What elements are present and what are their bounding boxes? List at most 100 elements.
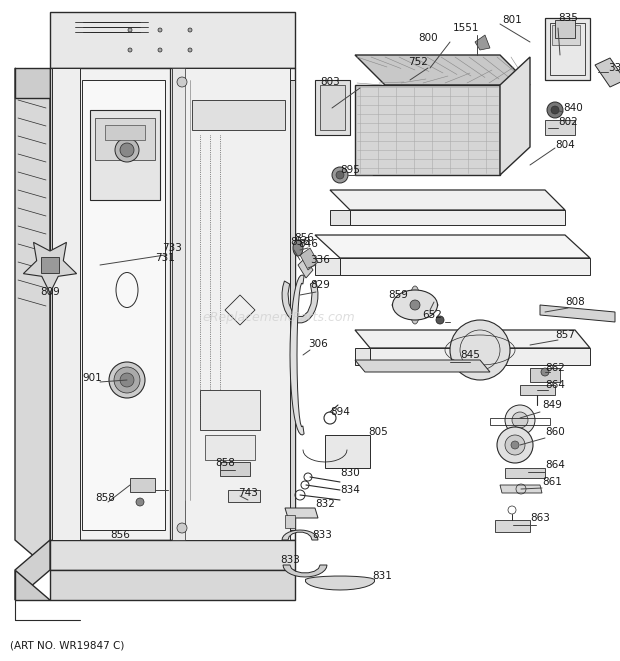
Text: 859: 859 (388, 290, 408, 300)
Circle shape (511, 441, 519, 449)
Polygon shape (545, 18, 590, 80)
Text: 306: 306 (308, 339, 328, 349)
Polygon shape (320, 85, 345, 130)
Circle shape (115, 138, 139, 162)
Polygon shape (306, 576, 374, 590)
Text: 800: 800 (418, 33, 438, 43)
Polygon shape (355, 55, 530, 85)
Polygon shape (355, 360, 490, 372)
Polygon shape (130, 478, 155, 492)
Text: 901: 901 (82, 373, 102, 383)
Text: 832: 832 (315, 499, 335, 509)
Ellipse shape (411, 306, 419, 324)
Polygon shape (475, 35, 490, 50)
Polygon shape (355, 330, 590, 348)
Text: 802: 802 (558, 117, 578, 127)
Text: 864: 864 (545, 380, 565, 390)
Text: 829: 829 (310, 280, 330, 290)
Text: 858: 858 (95, 493, 115, 503)
Polygon shape (555, 20, 575, 38)
Ellipse shape (411, 286, 419, 304)
Circle shape (188, 28, 192, 32)
Circle shape (541, 368, 549, 376)
Polygon shape (200, 390, 260, 430)
Circle shape (120, 143, 134, 157)
Circle shape (547, 102, 563, 118)
Circle shape (505, 435, 525, 455)
Circle shape (128, 28, 132, 32)
Polygon shape (50, 68, 295, 540)
Polygon shape (300, 248, 318, 270)
Text: 840: 840 (563, 103, 583, 113)
Circle shape (109, 362, 145, 398)
Circle shape (410, 300, 420, 310)
Circle shape (497, 427, 533, 463)
Text: 864: 864 (545, 460, 565, 470)
Circle shape (551, 106, 559, 114)
Polygon shape (15, 570, 50, 600)
Text: 845: 845 (460, 350, 480, 360)
Text: 336: 336 (608, 63, 620, 73)
Circle shape (128, 48, 132, 52)
Text: 833: 833 (280, 555, 300, 565)
Polygon shape (545, 120, 575, 135)
Circle shape (177, 77, 187, 87)
Text: 835: 835 (558, 13, 578, 23)
Text: 895: 895 (340, 165, 360, 175)
Circle shape (114, 367, 140, 393)
Polygon shape (520, 385, 555, 395)
Polygon shape (330, 210, 350, 225)
Text: 652: 652 (422, 310, 442, 320)
Text: 804: 804 (555, 140, 575, 150)
Polygon shape (283, 565, 327, 577)
Text: 857: 857 (555, 330, 575, 340)
Text: 861: 861 (542, 477, 562, 487)
Polygon shape (15, 68, 50, 570)
Polygon shape (24, 243, 77, 293)
Polygon shape (192, 100, 285, 130)
Polygon shape (350, 210, 565, 225)
Text: (ART NO. WR19847 C): (ART NO. WR19847 C) (10, 640, 125, 650)
Polygon shape (330, 190, 565, 210)
Polygon shape (15, 540, 50, 600)
Polygon shape (370, 348, 590, 365)
Polygon shape (172, 68, 290, 540)
Polygon shape (282, 281, 318, 323)
Polygon shape (82, 80, 165, 530)
Polygon shape (315, 235, 590, 258)
Polygon shape (50, 12, 295, 68)
Polygon shape (50, 570, 295, 600)
Polygon shape (552, 25, 580, 45)
Circle shape (188, 48, 192, 52)
Polygon shape (90, 110, 160, 200)
Polygon shape (500, 485, 542, 493)
Polygon shape (540, 305, 615, 322)
Polygon shape (285, 508, 318, 518)
Circle shape (436, 316, 444, 324)
Polygon shape (15, 68, 50, 98)
Polygon shape (298, 258, 313, 278)
Polygon shape (105, 125, 145, 140)
Polygon shape (52, 68, 80, 540)
Polygon shape (41, 257, 59, 273)
Text: 856: 856 (110, 530, 130, 540)
Polygon shape (285, 515, 295, 528)
Polygon shape (340, 258, 590, 275)
Polygon shape (172, 68, 185, 540)
Text: 858: 858 (215, 458, 235, 468)
Text: 863: 863 (530, 513, 550, 523)
Text: 803: 803 (320, 77, 340, 87)
Circle shape (505, 405, 535, 435)
Ellipse shape (420, 301, 438, 309)
Polygon shape (315, 80, 350, 135)
Text: 731: 731 (155, 253, 175, 263)
Text: 733: 733 (162, 243, 182, 253)
Polygon shape (355, 348, 370, 365)
Circle shape (158, 28, 162, 32)
Polygon shape (355, 85, 500, 175)
Text: 830: 830 (340, 468, 360, 478)
Polygon shape (505, 468, 545, 478)
Polygon shape (530, 368, 560, 382)
Circle shape (336, 171, 344, 179)
Text: 860: 860 (545, 427, 565, 437)
